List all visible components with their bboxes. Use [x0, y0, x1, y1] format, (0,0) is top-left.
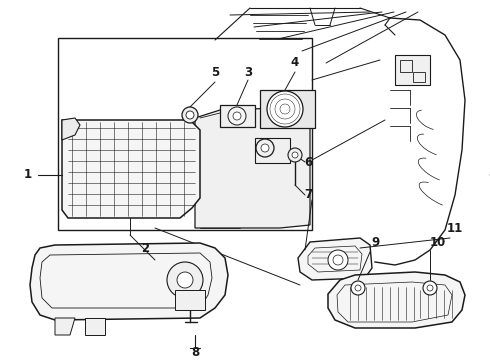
- Bar: [58, 38, 312, 230]
- Circle shape: [288, 148, 302, 162]
- Polygon shape: [30, 243, 228, 320]
- Polygon shape: [298, 238, 372, 280]
- Text: 10: 10: [430, 235, 446, 248]
- Bar: [260, 90, 315, 128]
- Bar: [395, 55, 430, 85]
- Polygon shape: [328, 272, 465, 328]
- Text: 8: 8: [191, 346, 199, 359]
- Bar: [255, 138, 290, 163]
- Text: 2: 2: [141, 242, 149, 255]
- Text: 4: 4: [291, 55, 299, 68]
- Circle shape: [186, 111, 194, 119]
- Text: 1: 1: [24, 168, 32, 181]
- Circle shape: [328, 250, 348, 270]
- Circle shape: [182, 107, 198, 123]
- Circle shape: [177, 272, 193, 288]
- Bar: [220, 105, 255, 127]
- Circle shape: [267, 91, 303, 127]
- Circle shape: [228, 107, 246, 125]
- Text: 3: 3: [244, 66, 252, 78]
- Bar: [400, 60, 412, 72]
- Polygon shape: [85, 318, 105, 335]
- Polygon shape: [62, 118, 80, 140]
- Circle shape: [261, 144, 269, 152]
- Circle shape: [256, 139, 274, 157]
- Polygon shape: [195, 108, 310, 228]
- Circle shape: [351, 281, 365, 295]
- Polygon shape: [62, 120, 200, 218]
- Text: 5: 5: [211, 66, 219, 78]
- Circle shape: [233, 112, 241, 120]
- Bar: [175, 290, 205, 310]
- Polygon shape: [55, 318, 75, 335]
- Circle shape: [167, 262, 203, 298]
- Bar: [413, 72, 425, 82]
- Text: 7: 7: [304, 189, 312, 202]
- Circle shape: [292, 152, 298, 158]
- Text: 9: 9: [371, 235, 379, 248]
- Text: 6: 6: [304, 156, 312, 168]
- Text: 11: 11: [447, 221, 463, 234]
- Circle shape: [423, 281, 437, 295]
